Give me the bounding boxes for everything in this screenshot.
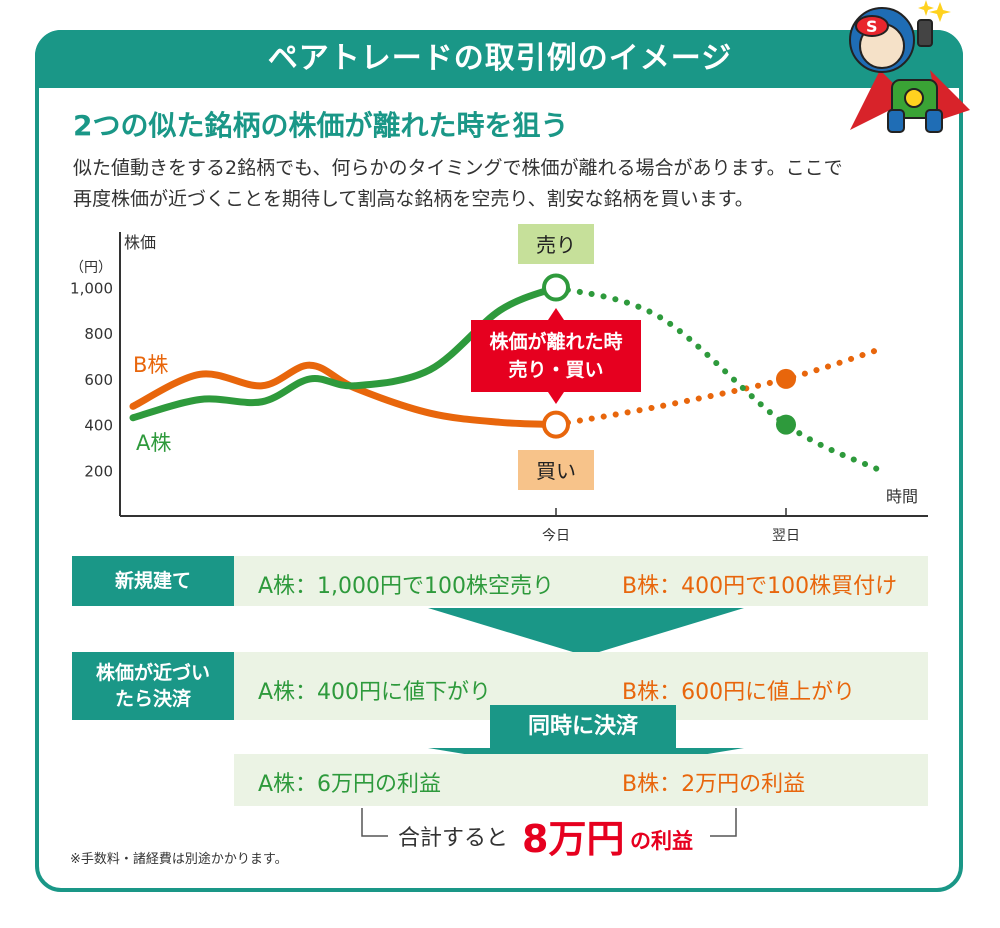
series-line-b (129, 361, 560, 429)
series-line-a (129, 284, 560, 422)
y-tick-label: 1,000 (70, 280, 113, 298)
x-axis-label: 時間 (886, 487, 918, 506)
result-a: A株：6万円の利益 (258, 772, 442, 797)
svg-text:S: S (866, 17, 878, 36)
open-position-row (234, 556, 928, 606)
open-position-label: 新規建て (72, 556, 234, 606)
open-position-a: A株：1,000円で100株空売り (258, 574, 555, 599)
description: 似た値動きをする2銘柄でも、何らかのタイミングで株価が離れる場合があります。ここ… (73, 153, 953, 215)
x-tick-label: 翌日 (772, 528, 800, 544)
open-position-b: B株：400円で100株買付け (622, 574, 898, 599)
y-tick-label: 800 (84, 325, 113, 343)
close-condition-label: 株価が近づい たら決済 (72, 652, 234, 720)
y-axis-unit: （円） (70, 260, 112, 276)
page-title: ペアトレードの取引例のイメージ (267, 41, 733, 76)
gap-arrow-down-icon (548, 392, 564, 404)
total-amount: 8万円 (522, 817, 625, 861)
superhero-mascot-icon: S (849, 0, 970, 133)
sell-label: 売り (536, 233, 576, 257)
open-position-label-text: 新規建て (114, 570, 191, 592)
sell-label-box (518, 224, 594, 264)
title-bar (35, 30, 963, 88)
price-chart: 株価 （円） 時間 200 400 600 800 1,000 今日 翌日 売り 買い 株… (70, 224, 928, 544)
total-suffix: の利益 (630, 829, 693, 853)
series-forecast-a (553, 284, 883, 474)
y-tick-label: 200 (84, 462, 113, 480)
close-condition-a: A株：400円に値下がり (258, 680, 492, 705)
subtitle: 2つの似た銘柄の株価が離れた時を狙う (73, 109, 569, 142)
simultaneous-settlement: 同時に決済 (490, 705, 676, 749)
buy-label: 買い (536, 459, 576, 483)
legend-b: B株 (133, 353, 168, 377)
buy-label-box (518, 450, 594, 490)
result-b: B株：2万円の利益 (622, 772, 806, 797)
next-day-marker-b (776, 368, 796, 389)
y-axis-label: 株価 (124, 233, 156, 252)
legend-a: A株 (136, 431, 171, 455)
y-tick-label: 600 (84, 371, 113, 389)
fee-note: ※手数料・諸経費は別途かかります。 (70, 852, 288, 867)
close-condition-label-line-1: 株価が近づい (95, 662, 210, 684)
close-condition-b: B株：600円に値上がり (622, 680, 856, 705)
total-bracket (361, 808, 737, 837)
total-prefix: 合計すると (398, 826, 509, 851)
gap-callout-line-1: 株価が離れた時 (489, 330, 622, 353)
x-tick-label: 今日 (542, 528, 570, 544)
close-condition-label-line-2: たら決済 (114, 688, 191, 710)
down-arrow-icon (428, 608, 744, 656)
description-line-2: 再度株価が近づくことを期待して割高な銘柄を空売り、割安な銘柄を買います。 (73, 188, 754, 210)
today-marker-b (542, 410, 570, 439)
gap-callout-box (471, 320, 641, 392)
y-tick-label: 400 (84, 417, 113, 435)
next-day-marker-a (776, 414, 796, 435)
result-row (234, 754, 928, 806)
gap-callout-line-2: 売り・買い (508, 358, 603, 381)
description-line-1: 似た値動きをする2銘柄でも、何らかのタイミングで株価が離れる場合があります。ここ… (73, 157, 843, 179)
gap-arrow-up-icon (548, 308, 564, 320)
today-marker-a (542, 273, 570, 302)
